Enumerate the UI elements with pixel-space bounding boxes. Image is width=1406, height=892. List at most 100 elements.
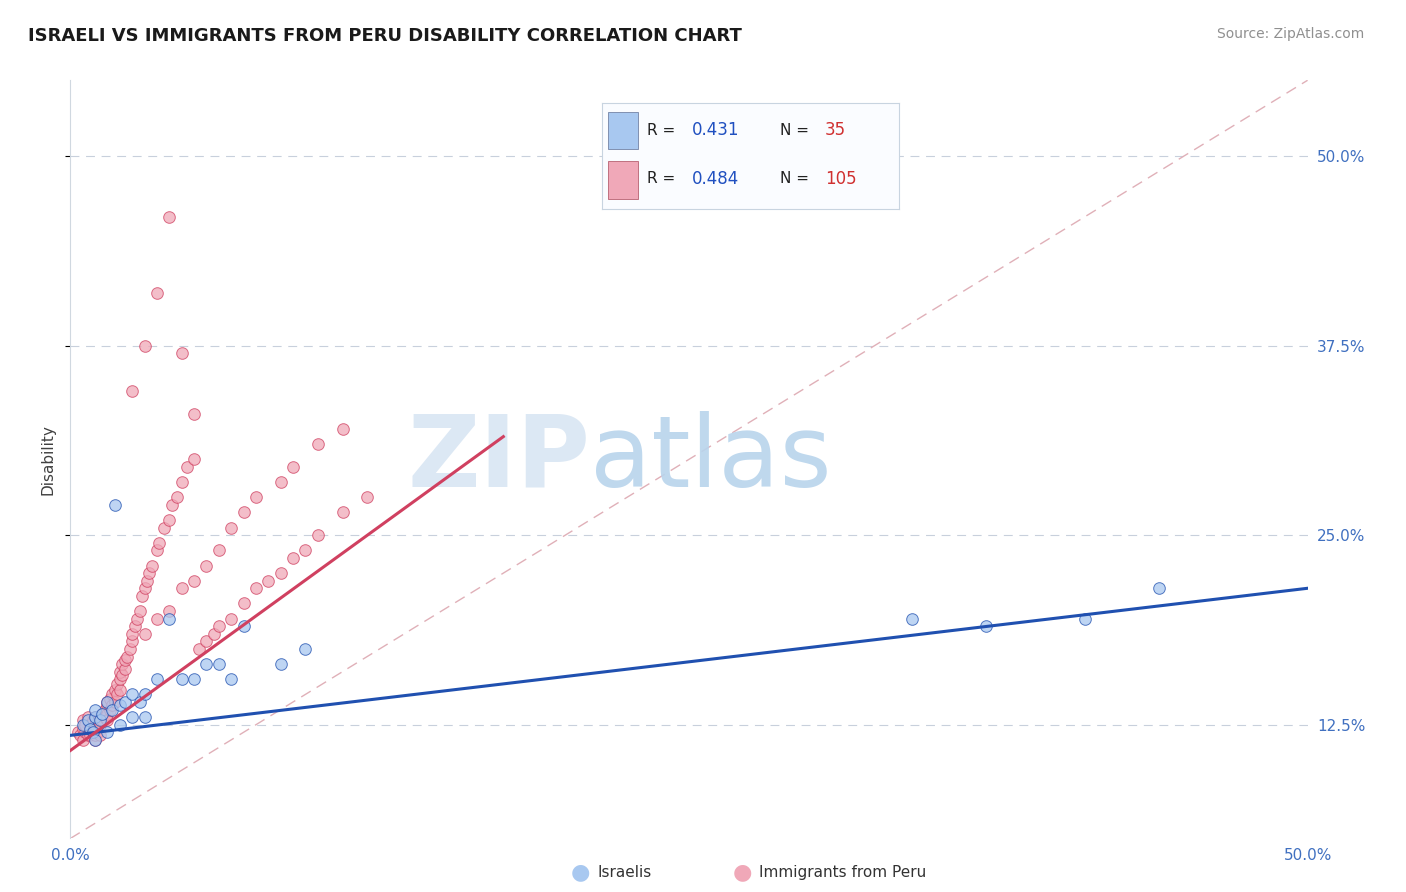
Point — [270, 475, 292, 490]
Point — [108, 682, 131, 697]
Point — [281, 460, 304, 475]
Point — [195, 657, 218, 672]
Point — [257, 574, 280, 588]
Point — [79, 723, 101, 737]
Point — [104, 695, 127, 709]
Point — [245, 582, 267, 596]
Point — [134, 627, 156, 641]
Point — [101, 703, 124, 717]
Point — [75, 725, 97, 739]
Point — [91, 707, 114, 722]
Point — [232, 505, 254, 519]
Point — [104, 498, 127, 512]
Text: ●: ● — [571, 863, 591, 882]
Point — [105, 688, 128, 702]
Point — [84, 728, 107, 742]
Point — [157, 612, 180, 626]
Point — [114, 695, 136, 709]
Point — [124, 619, 146, 633]
Point — [96, 695, 118, 709]
Point — [76, 713, 98, 727]
Point — [89, 710, 111, 724]
Point — [195, 558, 218, 573]
Point — [101, 688, 124, 702]
Point — [232, 597, 254, 611]
Point — [75, 717, 97, 731]
Point — [170, 346, 193, 360]
Point — [245, 491, 267, 505]
Point — [108, 673, 131, 687]
Point — [146, 612, 169, 626]
Point — [96, 725, 118, 739]
Point — [157, 210, 180, 224]
Point — [356, 491, 378, 505]
Point — [270, 566, 292, 581]
Point — [115, 649, 138, 664]
Point — [146, 285, 169, 300]
Point — [96, 698, 118, 712]
Point — [141, 558, 163, 573]
Point — [111, 657, 134, 672]
Point — [79, 717, 101, 731]
Point — [94, 703, 117, 717]
Point — [69, 728, 91, 742]
Point — [84, 703, 107, 717]
Point — [114, 652, 136, 666]
Point — [91, 713, 114, 727]
Point — [84, 717, 107, 731]
Point — [96, 695, 118, 709]
Point — [121, 384, 143, 399]
Point — [157, 513, 180, 527]
Point — [208, 657, 231, 672]
Point — [84, 723, 107, 737]
Point — [72, 717, 94, 731]
Point — [72, 723, 94, 737]
Y-axis label: Disability: Disability — [39, 424, 55, 495]
Text: ISRAELI VS IMMIGRANTS FROM PERU DISABILITY CORRELATION CHART: ISRAELI VS IMMIGRANTS FROM PERU DISABILI… — [28, 27, 742, 45]
Point — [104, 682, 127, 697]
Point — [121, 627, 143, 641]
Point — [188, 642, 211, 657]
Point — [136, 574, 159, 588]
Point — [307, 437, 329, 451]
Point — [219, 612, 242, 626]
Point — [219, 673, 242, 687]
Text: Source: ZipAtlas.com: Source: ZipAtlas.com — [1216, 27, 1364, 41]
Text: Immigrants from Peru: Immigrants from Peru — [759, 865, 927, 880]
Point — [170, 582, 193, 596]
Point — [134, 582, 156, 596]
Point — [98, 692, 121, 706]
Point — [114, 662, 136, 676]
Point — [86, 713, 108, 727]
Point — [134, 688, 156, 702]
Point — [1074, 612, 1097, 626]
Point — [82, 713, 104, 727]
Point — [202, 627, 225, 641]
Point — [332, 505, 354, 519]
Point — [146, 543, 169, 558]
Point — [72, 713, 94, 727]
Point — [84, 717, 107, 731]
Point — [96, 707, 118, 722]
Point — [307, 528, 329, 542]
Text: ZIP: ZIP — [408, 411, 591, 508]
Point — [79, 728, 101, 742]
Point — [84, 725, 107, 739]
Point — [208, 543, 231, 558]
Point — [101, 698, 124, 712]
Point — [183, 452, 205, 467]
Point — [281, 551, 304, 566]
Point — [138, 566, 160, 581]
Point — [76, 710, 98, 724]
Point — [108, 717, 131, 731]
Point — [134, 710, 156, 724]
Point — [79, 723, 101, 737]
Point — [82, 725, 104, 739]
Point — [176, 460, 198, 475]
Point — [170, 475, 193, 490]
Point — [294, 543, 316, 558]
Text: ●: ● — [733, 863, 752, 882]
Point — [89, 717, 111, 731]
Point — [153, 521, 176, 535]
Point — [128, 604, 150, 618]
